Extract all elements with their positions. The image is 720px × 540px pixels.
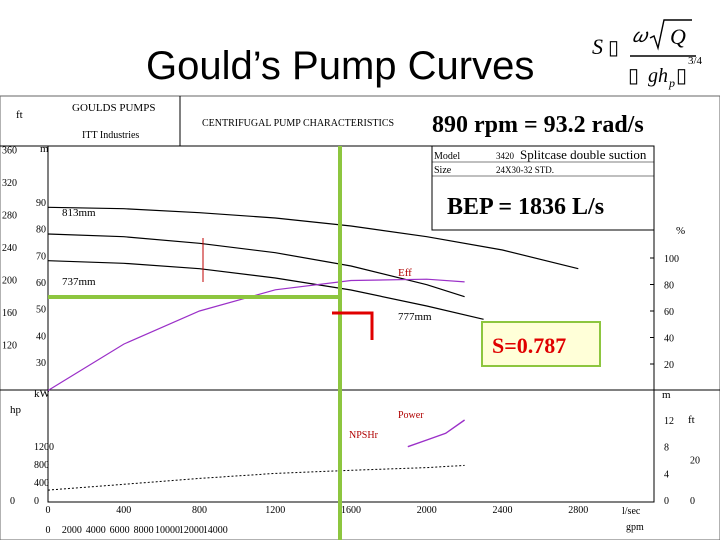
curve-813mm	[47, 206, 579, 270]
formula-s: S	[592, 34, 603, 59]
unit-ft: ft	[16, 109, 23, 121]
x-tick-gpm: 8000	[134, 525, 154, 536]
slide-title: Gould’s Pump Curves	[146, 44, 535, 88]
x-tick-lsec: 400	[116, 505, 131, 516]
y-tick-power-hp: 0	[10, 496, 15, 507]
specific-speed-label: S=0.787	[492, 333, 566, 358]
formula-box-2: ▯	[628, 65, 639, 87]
y-tick-head-m: 30	[36, 358, 46, 369]
curves	[47, 206, 579, 491]
x-tick-lsec: 2800	[568, 505, 588, 516]
unit-lsec: l/sec	[622, 506, 641, 517]
y-tick-npsh-ft: 0	[690, 496, 695, 507]
x-tick-gpm: 4000	[86, 525, 106, 536]
y-tick-power-kw: 1200	[34, 442, 54, 453]
y-tick-power-kw: 400	[34, 478, 49, 489]
y-tick-head-ft: 360	[2, 145, 17, 156]
formula-box-1: ▯	[608, 37, 619, 59]
curve-777mm	[47, 233, 465, 298]
unit-kw: kW	[34, 388, 51, 400]
y-tick-npsh-m: 8	[664, 443, 669, 454]
curve-power	[47, 464, 465, 491]
y-tick-head-ft: 200	[2, 275, 17, 286]
label-npshr: NPSHr	[349, 430, 379, 441]
speed-badge	[428, 104, 686, 140]
y-tick-head-m: 80	[36, 225, 46, 236]
model-value: 3420	[496, 151, 515, 161]
unit-gpm: gpm	[626, 522, 644, 533]
model-label: Model	[434, 151, 460, 162]
curve-737mm	[47, 260, 484, 320]
chart-frame	[0, 95, 720, 540]
label-813mm: 813mm	[62, 207, 96, 219]
unit-m-npsh: m	[662, 389, 671, 401]
speed-label: 890 rpm = 93.2 rad/s	[432, 112, 644, 138]
specific-speed-badge	[481, 321, 601, 367]
x-tick-gpm: 14000	[203, 525, 228, 536]
label-737mm: 737mm	[62, 276, 96, 288]
y-tick-head-ft: 240	[2, 243, 17, 254]
label-eff: Eff	[398, 267, 412, 279]
size-value: 24X30-32 STD.	[496, 165, 554, 175]
specific-speed-formula: S ▯ 𝜔 Q ▯ gh p ▯ 3/4	[592, 19, 703, 90]
formula-exponent: 3/4	[688, 55, 703, 67]
company-name: ITT Industries	[82, 130, 139, 141]
formula-sqrt-sign	[649, 19, 692, 51]
formula-omega: 𝜔	[632, 25, 649, 47]
y-tick-npsh-m: 4	[664, 469, 669, 480]
bep-badge	[440, 182, 632, 226]
y-tick-eff: 60	[664, 307, 674, 318]
y-tick-eff: 20	[664, 360, 674, 371]
formula-q: Q	[670, 24, 686, 49]
y-tick-head-m: 50	[36, 305, 46, 316]
y-tick-head-m: 40	[36, 331, 46, 342]
x-tick-gpm: 0	[46, 525, 51, 536]
y-tick-eff: 80	[664, 281, 674, 292]
formula-box-3: ▯	[676, 65, 687, 87]
size-label: Size	[434, 165, 452, 176]
formula-gh: gh	[648, 65, 668, 87]
x-tick-gpm: 10000	[155, 525, 180, 536]
y-tick-eff: 40	[664, 334, 674, 345]
y-tick-head-ft: 320	[2, 178, 17, 189]
bep-label: BEP = 1836 L/s	[447, 194, 604, 220]
curve-eff	[47, 278, 465, 392]
brand-name: GOULDS PUMPS	[72, 102, 155, 114]
unit-m: m	[40, 143, 49, 155]
unit-hp: hp	[10, 404, 22, 416]
plot-area	[47, 145, 655, 503]
x-tick-lsec: 0	[46, 505, 51, 516]
unit-ft-npsh: ft	[688, 414, 695, 426]
y-tick-head-m: 60	[36, 278, 46, 289]
formula-p: p	[668, 76, 675, 90]
y-tick-head-ft: 120	[2, 340, 17, 351]
x-tick-lsec: 800	[192, 505, 207, 516]
y-tick-head-ft: 280	[2, 210, 17, 221]
x-tick-gpm: 12000	[179, 525, 204, 536]
chart-heading: CENTRIFUGAL PUMP CHARACTERISTICS	[202, 118, 394, 129]
pump-type-label: Splitcase double suction	[520, 147, 647, 162]
curve-npshr	[407, 419, 466, 448]
x-tick-gpm: 6000	[110, 525, 130, 536]
bep-corner-marker	[332, 311, 374, 340]
unit-pct: %	[676, 225, 685, 237]
x-tick-lsec: 1200	[265, 505, 285, 516]
x-tick-gpm: 2000	[62, 525, 82, 536]
y-tick-power-kw: 0	[34, 496, 39, 507]
y-tick-head-m: 70	[36, 251, 46, 262]
y-tick-eff: 100	[664, 254, 679, 265]
x-tick-lsec: 1600	[341, 505, 361, 516]
label-power: Power	[398, 410, 424, 421]
label-777mm: 777mm	[398, 311, 432, 323]
y-tick-npsh-m: 12	[664, 416, 674, 427]
y-tick-npsh-m: 0	[664, 496, 669, 507]
y-tick-power-kw: 800	[34, 460, 49, 471]
y-tick-head-m: 90	[36, 198, 46, 209]
x-tick-lsec: 2400	[493, 505, 513, 516]
y-tick-head-ft: 160	[2, 308, 17, 319]
y-tick-npsh-ft: 20	[690, 455, 700, 466]
x-tick-lsec: 2000	[417, 505, 437, 516]
